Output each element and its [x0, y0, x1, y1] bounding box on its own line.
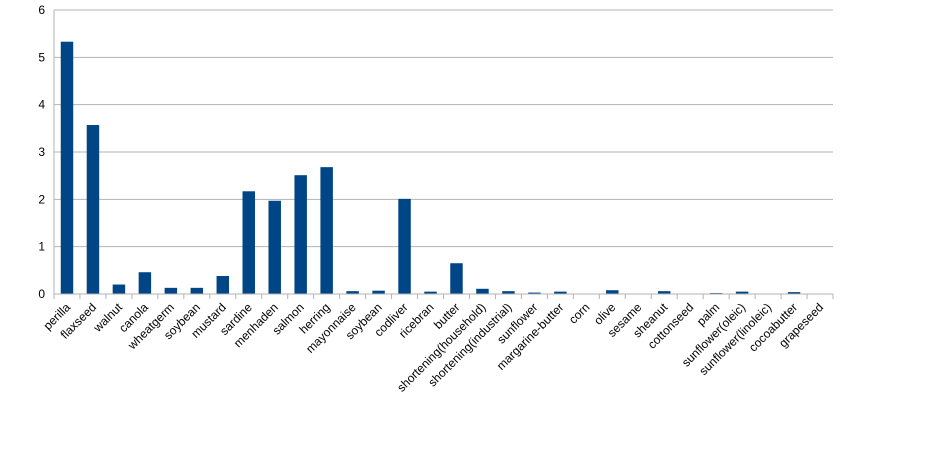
bar-sunflower-oleic- [735, 291, 749, 294]
x-category-labels: perillaflaxseedwalnutcanolawheatgermsoyb… [41, 300, 827, 395]
y-tick-labels: 0 1 2 3 4 5 6 [38, 3, 45, 301]
bar-soybean [190, 287, 204, 294]
y-tick-label: 2 [38, 192, 45, 206]
y-tick-label: 4 [38, 98, 45, 112]
bar-margarine-butter [554, 291, 567, 294]
axes [53, 10, 834, 299]
bar-herring [320, 167, 333, 294]
y-tick-label: 6 [38, 3, 45, 17]
bar-sheanut [657, 291, 671, 294]
bar-perilla [60, 41, 74, 294]
bar-flaxseed [86, 125, 100, 295]
bar-walnut [112, 284, 126, 294]
bar-cocoabutter [787, 292, 801, 294]
bar-soybean [372, 290, 385, 294]
y-tick-label: 5 [38, 50, 45, 64]
bar-mayonnaise [346, 291, 359, 294]
y-tick-label: 1 [38, 240, 45, 254]
bar-olive [606, 290, 619, 294]
bars [60, 41, 801, 295]
bar-sardine [242, 191, 255, 294]
bar-menhaden [268, 200, 281, 294]
bar-salmon [294, 175, 307, 294]
y-tick-label: 0 [38, 287, 45, 301]
bar-wheatgerm [164, 287, 178, 294]
bar-butter [450, 263, 463, 294]
bar-shortening-household- [476, 288, 489, 294]
bar-codliver [398, 198, 411, 294]
y-tick-label: 3 [38, 145, 45, 159]
gridlines [54, 9, 833, 295]
bar-canola [138, 272, 152, 294]
bar-ricebran [424, 291, 437, 294]
bar-shortening-industrial- [502, 291, 515, 294]
x-category-label: corn [566, 300, 592, 326]
bar-mustard [216, 276, 230, 294]
bar-sunflower [528, 292, 541, 294]
